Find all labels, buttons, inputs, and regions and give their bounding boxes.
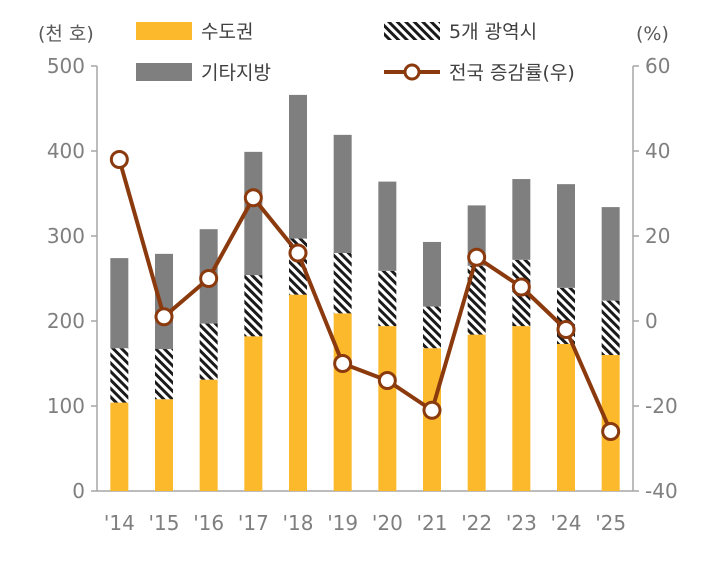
bar-metro xyxy=(199,323,218,380)
legend-swatch-other xyxy=(136,63,192,81)
right-tick-label: 0 xyxy=(645,309,658,333)
legend-label-metro: 5개 광역시 xyxy=(449,21,537,43)
bar-other xyxy=(601,207,620,301)
bar-other xyxy=(378,181,397,271)
growth-point xyxy=(199,269,219,288)
growth-point xyxy=(377,371,397,390)
left-tick-label: 100 xyxy=(47,394,85,418)
bar-metro xyxy=(601,300,620,355)
bar-sudogwon xyxy=(199,379,218,491)
bar-other xyxy=(333,134,352,253)
legend-label-other: 기타지방 xyxy=(201,62,271,84)
bar-metro xyxy=(467,265,486,335)
left-tick-label: 300 xyxy=(47,224,85,248)
bar-other xyxy=(423,241,441,307)
bar-other xyxy=(512,179,531,260)
bar-other xyxy=(289,94,307,239)
bar-sudogwon xyxy=(289,294,307,491)
right-axis-ticks: -40 -20 0 20 40 60 xyxy=(633,54,678,503)
bar-sudogwon xyxy=(467,334,486,491)
left-axis-unit: (천 호) xyxy=(38,23,94,45)
right-tick-label: 60 xyxy=(645,54,670,78)
growth-point xyxy=(243,188,263,208)
bar-stack-group xyxy=(110,94,620,491)
bar-metro xyxy=(333,253,352,314)
legend-swatch-sudogwon xyxy=(136,22,192,40)
x-tick-label: '21 xyxy=(417,511,448,535)
growth-point xyxy=(556,320,576,339)
bar-metro xyxy=(110,348,129,403)
x-tick-label: '18 xyxy=(283,511,314,535)
right-tick-label: 20 xyxy=(645,224,670,248)
x-tick-label: '24 xyxy=(551,511,582,535)
bar-sudogwon xyxy=(378,326,397,491)
x-tick-label: '15 xyxy=(149,511,180,535)
bar-other xyxy=(155,253,173,350)
bar-other xyxy=(557,184,575,288)
bar-metro xyxy=(244,275,263,337)
bar-sudogwon xyxy=(512,326,531,491)
legend-swatch-marker xyxy=(403,63,421,81)
bar-other xyxy=(110,258,129,349)
legend: 수도권 5개 광역시 기타지방 전국 증감률(우) xyxy=(136,21,575,84)
bar-sudogwon xyxy=(333,313,352,491)
right-tick-label: -20 xyxy=(645,394,678,418)
bar-metro xyxy=(423,306,441,349)
x-tick-label: '16 xyxy=(193,511,224,535)
x-tick-label: '20 xyxy=(372,511,403,535)
x-tick-label: '23 xyxy=(506,511,537,535)
bar-other xyxy=(244,151,263,276)
growth-point xyxy=(288,243,308,263)
growth-line xyxy=(117,158,613,433)
legend-label-sudogwon: 수도권 xyxy=(201,21,253,43)
growth-point xyxy=(154,307,174,327)
right-tick-label: -40 xyxy=(645,479,678,503)
legend-label-growth: 전국 증감률(우) xyxy=(449,62,575,84)
bar-sudogwon xyxy=(110,402,129,491)
bar-metro xyxy=(155,349,173,400)
left-tick-label: 400 xyxy=(47,139,85,163)
left-tick-label: 500 xyxy=(47,54,85,78)
right-tick-label: 40 xyxy=(645,139,670,163)
x-tick-label: '14 xyxy=(104,511,135,535)
x-tick-label: '22 xyxy=(461,511,492,535)
x-axis-ticks: '14 '15 '16 '17 '18 '19 '20 '21 '22 '23 '24 '25 xyxy=(104,511,626,535)
bar-sudogwon xyxy=(155,399,173,491)
growth-line-group xyxy=(109,150,621,441)
right-axis-unit: (%) xyxy=(636,23,669,45)
x-tick-label: '19 xyxy=(327,511,358,535)
bar-metro xyxy=(378,270,397,327)
bar-sudogwon xyxy=(557,343,575,491)
x-tick-label: '25 xyxy=(595,511,626,535)
growth-point xyxy=(109,150,129,169)
legend-swatch-metro xyxy=(384,22,440,40)
bar-sudogwon xyxy=(244,336,263,491)
growth-point xyxy=(467,247,487,267)
growth-point xyxy=(601,422,621,441)
left-tick-label: 0 xyxy=(72,479,85,503)
x-tick-label: '17 xyxy=(238,511,269,535)
growth-point xyxy=(511,277,531,297)
growth-point xyxy=(422,400,442,420)
left-axis-ticks: 0 100 200 300 400 500 xyxy=(47,54,97,503)
growth-point xyxy=(333,354,353,373)
left-tick-label: 200 xyxy=(47,309,85,333)
